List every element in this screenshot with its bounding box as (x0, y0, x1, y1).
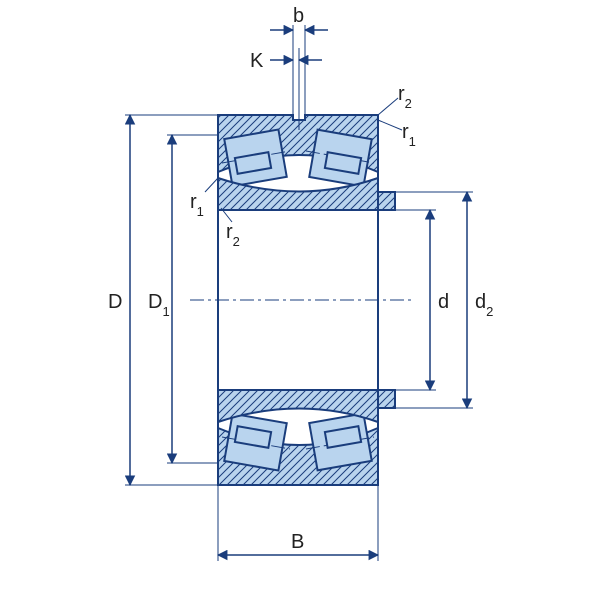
label-d: d (438, 291, 449, 313)
label-B: B (291, 531, 304, 553)
label-d2: d2 (475, 291, 493, 319)
label-D: D (108, 291, 122, 313)
label-r1-top: r1 (402, 121, 416, 149)
leader-r1-top (378, 120, 402, 130)
label-r2-top: r2 (398, 83, 412, 111)
label-K: K (250, 50, 264, 72)
label-D1: D1 (148, 291, 170, 319)
leader-r2-top (378, 98, 398, 115)
label-r1-left: r1 (190, 191, 204, 219)
label-r2-left: r2 (226, 221, 240, 249)
leader-r1-left (205, 178, 218, 192)
label-b: b (293, 5, 304, 27)
